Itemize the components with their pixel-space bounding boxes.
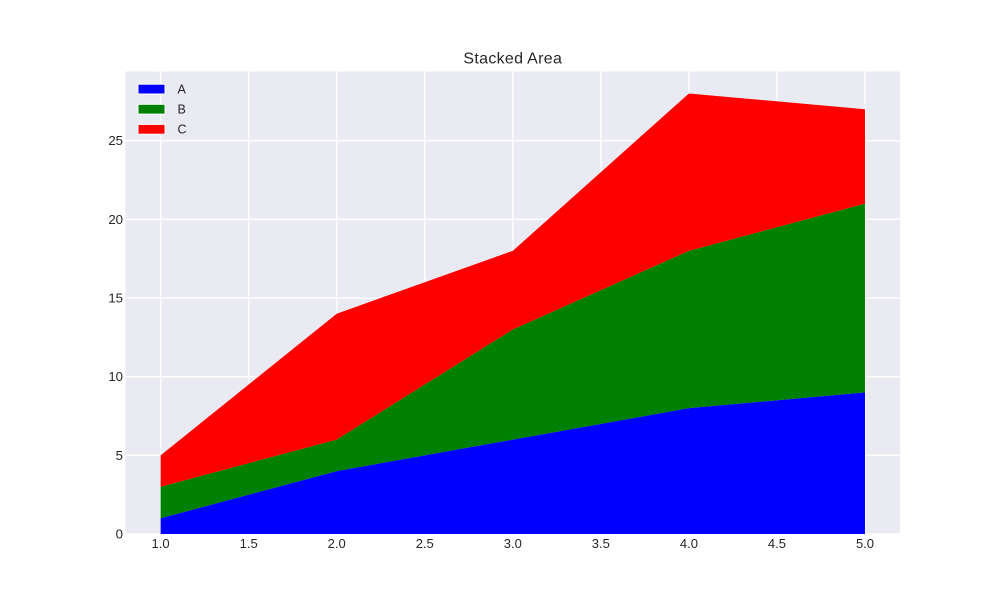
svg-text:Stacked Area: Stacked Area <box>463 50 562 67</box>
svg-text:2.5: 2.5 <box>416 536 434 551</box>
svg-text:3.5: 3.5 <box>592 536 610 551</box>
svg-text:B: B <box>178 103 186 117</box>
svg-text:0: 0 <box>116 527 123 542</box>
svg-text:4.5: 4.5 <box>768 536 786 551</box>
svg-text:4.0: 4.0 <box>680 536 698 551</box>
svg-text:5.0: 5.0 <box>856 536 874 551</box>
svg-text:15: 15 <box>108 291 123 306</box>
svg-text:10: 10 <box>108 369 123 384</box>
svg-text:1.5: 1.5 <box>240 536 258 551</box>
svg-text:1.0: 1.0 <box>152 536 170 551</box>
svg-text:20: 20 <box>108 212 123 227</box>
svg-text:A: A <box>178 83 187 97</box>
svg-text:3.0: 3.0 <box>504 536 522 551</box>
svg-text:C: C <box>178 123 187 137</box>
svg-text:25: 25 <box>108 133 123 148</box>
svg-text:5: 5 <box>116 448 123 463</box>
svg-text:2.0: 2.0 <box>328 536 346 551</box>
